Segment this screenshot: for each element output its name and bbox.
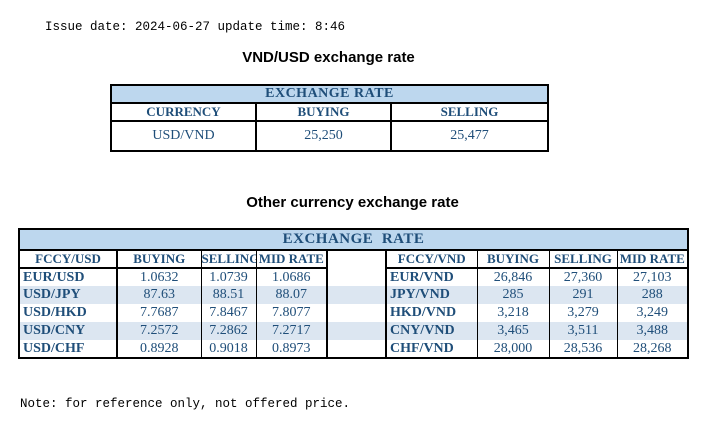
buying-value-cell: 3,465 xyxy=(476,322,549,340)
col-header-buying: BUYING xyxy=(476,250,549,269)
selling-value-cell: 3,279 xyxy=(548,304,617,322)
column-header-row: CURRENCY BUYING SELLING xyxy=(110,102,550,122)
col-header-buying: BUYING xyxy=(116,250,201,269)
buying-value-cell: 87.63 xyxy=(116,286,201,304)
selling-value-cell: 28,536 xyxy=(548,340,617,358)
buying-value-cell: 25,250 xyxy=(255,120,392,152)
pair-cell: USD/JPY xyxy=(23,287,81,302)
gap-cell xyxy=(326,250,387,268)
col-header-selling: SELLING xyxy=(200,250,256,269)
usd-table-title: VND/USD exchange rate xyxy=(242,49,415,66)
selling-value-cell: 7.2862 xyxy=(200,322,256,340)
buying-value-cell: 7.7687 xyxy=(116,304,201,322)
selling-value-cell: 3,511 xyxy=(548,322,617,340)
gap-cell xyxy=(326,268,387,286)
selling-value-cell: 291 xyxy=(548,286,617,304)
col-header-selling: SELLING xyxy=(548,250,617,269)
gap-cell xyxy=(326,340,387,358)
col-header-mid-rate: MID RATE xyxy=(616,250,689,269)
buying-value-cell: 0.8928 xyxy=(116,340,201,358)
pair-cell: HKD/VND xyxy=(385,304,477,322)
exchange-rate-header: EXCHANGE RATE xyxy=(19,229,689,251)
mid-value-cell: 3,488 xyxy=(616,322,689,340)
buying-value-cell: 26,846 xyxy=(476,268,549,286)
mid-value-cell: 28,268 xyxy=(616,340,689,358)
other-table-title: Other currency exchange rate xyxy=(246,194,459,211)
mid-value-cell: 0.8973 xyxy=(255,340,327,358)
table-row: USD/JPY 87.63 88.51 88.07 JPY/VND 285 29… xyxy=(19,286,689,304)
table-row: USD/HKD 7.7687 7.8467 7.8077 HKD/VND 3,2… xyxy=(19,304,689,322)
col-header-currency: CURRENCY xyxy=(110,102,257,122)
col-header-fccy-usd: FCCY/USD xyxy=(19,250,117,269)
gap-cell xyxy=(326,304,387,322)
buying-value-cell: 1.0632 xyxy=(116,268,201,286)
pair-cell: USD/CHF xyxy=(23,340,85,356)
selling-value-cell: 25,477 xyxy=(389,120,550,152)
col-header-fccy-vnd: FCCY/VND xyxy=(385,250,477,269)
table-row: USD/VND 25,250 25,477 xyxy=(110,120,550,152)
buying-value-cell: 28,000 xyxy=(476,340,549,358)
pair-cell: CHF/VND xyxy=(385,340,477,358)
pair-cell: EUR/USD xyxy=(23,269,85,285)
mid-value-cell: 3,249 xyxy=(616,304,689,322)
table-row: USD/CHF 0.8928 0.9018 0.8973 CHF/VND 28,… xyxy=(19,340,689,358)
usd-rate-table: EXCHANGE RATE CURRENCY BUYING SELLING US… xyxy=(109,84,550,152)
table-header-row: EXCHANGE RATE xyxy=(109,84,550,104)
mid-value-cell: 288 xyxy=(616,286,689,304)
gap-cell xyxy=(326,286,387,304)
buying-value-cell: 7.2572 xyxy=(116,322,201,340)
selling-value-cell: 27,360 xyxy=(548,268,617,286)
pair-cell: JPY/VND xyxy=(385,286,477,304)
mid-value-cell: 1.0686 xyxy=(255,268,327,286)
issue-date-text: Issue date: 2024-06-27 update time: 8:46 xyxy=(45,20,346,34)
mid-value-cell: 27,103 xyxy=(616,268,689,286)
selling-value-cell: 0.9018 xyxy=(200,340,256,358)
buying-value-cell: 3,218 xyxy=(476,304,549,322)
selling-value-cell: 1.0739 xyxy=(200,268,256,286)
col-header-mid-rate: MID RATE xyxy=(255,250,327,269)
column-header-row: FCCY/USD BUYING SELLING MID RATE FCCY/VN… xyxy=(19,250,689,269)
note-text: Note: for reference only, not offered pr… xyxy=(20,397,351,411)
buying-value-cell: 285 xyxy=(476,286,549,304)
pair-cell: USD/HKD xyxy=(23,305,87,320)
other-rate-table: EXCHANGE RATE FCCY/USD BUYING SELLING MI… xyxy=(18,228,690,359)
table-row: EUR/USD 1.0632 1.0739 1.0686 EUR/VND 26,… xyxy=(19,268,689,286)
mid-value-cell: 7.2717 xyxy=(255,322,327,340)
table-row: USD/CNY 7.2572 7.2862 7.2717 CNY/VND 3,4… xyxy=(19,322,689,340)
table-header-row: EXCHANGE RATE xyxy=(19,229,689,251)
currency-pair-cell: USD/VND xyxy=(110,120,257,152)
col-header-selling: SELLING xyxy=(389,102,550,122)
exchange-rate-header: EXCHANGE RATE xyxy=(109,84,550,104)
pair-cell: EUR/VND xyxy=(385,268,477,286)
pair-cell: CNY/VND xyxy=(385,322,477,340)
gap-cell xyxy=(326,322,387,340)
mid-value-cell: 88.07 xyxy=(255,286,327,304)
col-header-buying: BUYING xyxy=(255,102,392,122)
pair-cell: USD/CNY xyxy=(23,323,86,338)
selling-value-cell: 88.51 xyxy=(200,286,256,304)
mid-value-cell: 7.8077 xyxy=(255,304,327,322)
selling-value-cell: 7.8467 xyxy=(200,304,256,322)
